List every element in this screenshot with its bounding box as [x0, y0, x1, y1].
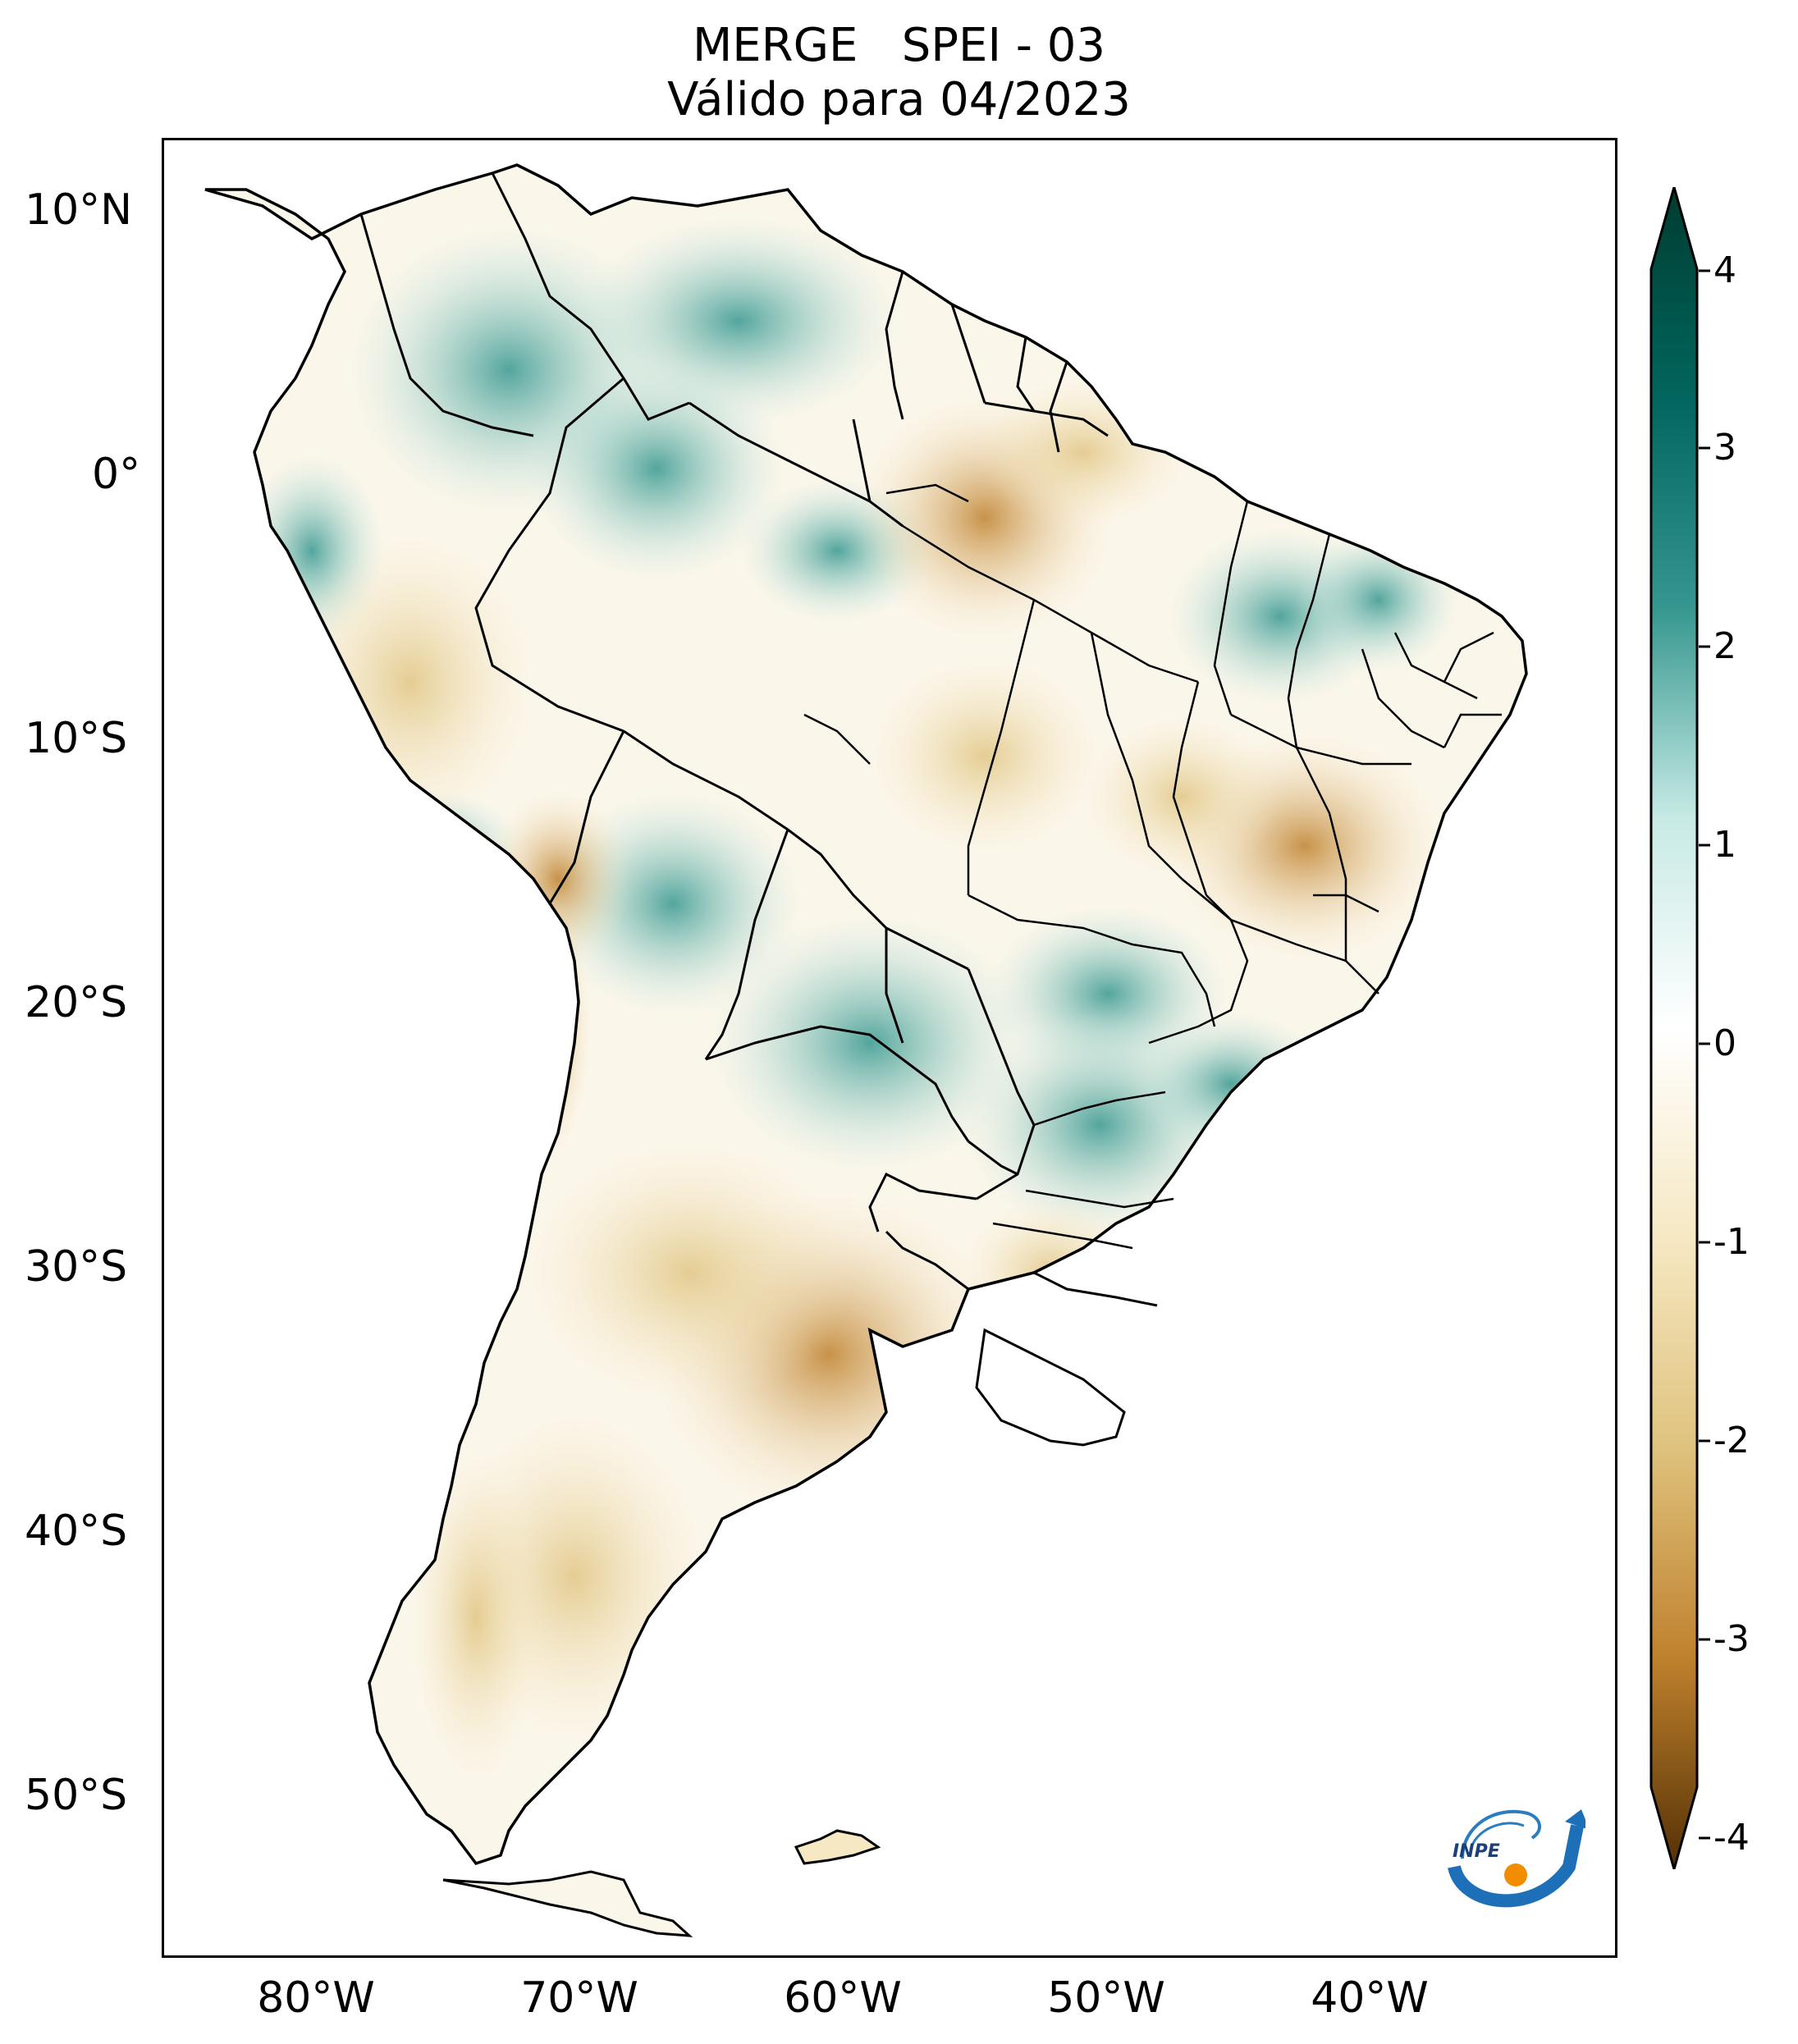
- inpe-logo: INPE: [1448, 1809, 1585, 1908]
- lon-label-60w: 60°W: [784, 1973, 902, 2023]
- state-borders: [803, 483, 1502, 1250]
- map-canvas: [204, 163, 1528, 1937]
- cb-label-m3: -3: [1713, 1618, 1750, 1660]
- lat-label-50s: 50°S: [25, 1771, 128, 1820]
- cb-label-m2: -2: [1713, 1420, 1750, 1461]
- map-panel: [162, 138, 1617, 1958]
- inpe-logo-text: INPE: [1453, 1841, 1500, 1862]
- colorbar: [1649, 187, 1699, 1869]
- cb-tickmark: [1699, 645, 1710, 648]
- cb-tickmark: [1699, 1439, 1710, 1443]
- lon-label-40w: 40°W: [1311, 1973, 1429, 2023]
- cb-tickmark: [1699, 269, 1710, 272]
- cb-label-1: 1: [1713, 824, 1736, 866]
- lat-label-10n: 10°N: [25, 185, 133, 235]
- lon-label-70w: 70°W: [520, 1973, 638, 2023]
- lon-label-50w: 50°W: [1047, 1973, 1165, 2023]
- lat-label-10s: 10°S: [25, 714, 128, 763]
- lat-label-20s: 20°S: [25, 978, 128, 1027]
- cb-tickmark: [1699, 844, 1710, 847]
- cb-label-m1: -1: [1713, 1221, 1750, 1263]
- map-subtitle: Válido para 04/2023: [667, 73, 1131, 126]
- lat-label-40s: 40°S: [25, 1507, 128, 1556]
- falklands: [794, 1829, 881, 1865]
- coastline: [204, 163, 1528, 1866]
- cb-label-4: 4: [1713, 249, 1736, 291]
- cb-tickmark: [1699, 1638, 1710, 1641]
- country-borders: [359, 172, 1158, 1447]
- cb-tickmark: [1699, 1241, 1710, 1244]
- cb-tickmark: [1699, 1836, 1710, 1840]
- cb-label-m4: -4: [1713, 1817, 1750, 1859]
- cb-tickmark: [1699, 446, 1710, 450]
- cb-tickmark: [1699, 1042, 1710, 1045]
- cb-label-0: 0: [1713, 1022, 1736, 1064]
- lat-label-0: 0°: [92, 450, 141, 499]
- cb-label-2: 2: [1713, 625, 1736, 667]
- tierra-del-fuego: [442, 1870, 693, 1937]
- lon-label-80w: 80°W: [257, 1973, 375, 2023]
- cb-label-3: 3: [1713, 427, 1736, 469]
- map-title: MERGE SPEI - 03: [692, 19, 1106, 72]
- lat-label-30s: 30°S: [25, 1242, 128, 1292]
